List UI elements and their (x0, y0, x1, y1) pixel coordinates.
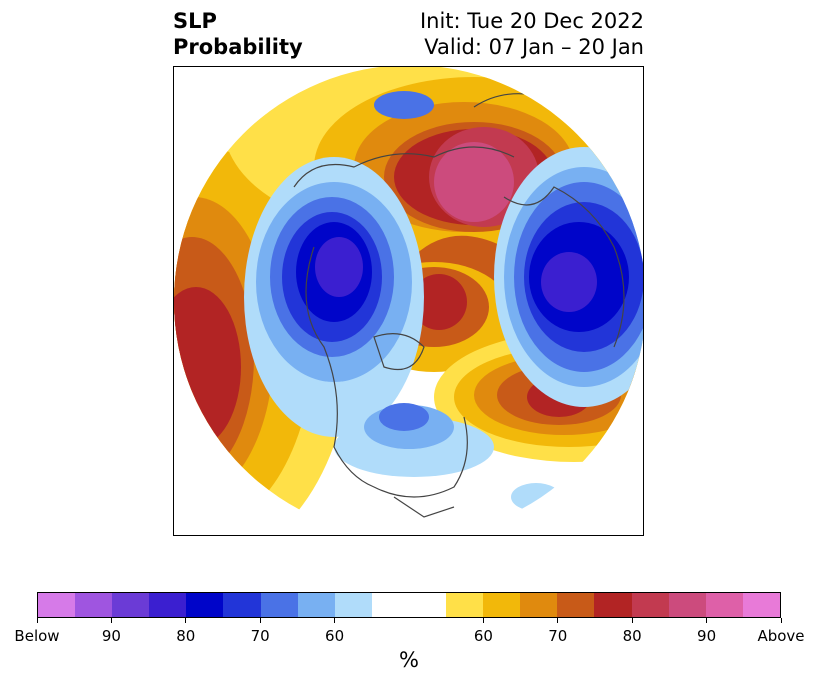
colorbar-tick (780, 618, 782, 623)
colorbar-segment (371, 593, 409, 617)
colorbar-segment (260, 593, 298, 617)
colorbar-tick-label: 60 (325, 627, 345, 645)
colorbar-tick (706, 618, 708, 623)
colorbar-tick-label: Below (14, 627, 60, 645)
colorbar-tick (482, 618, 484, 623)
colorbar-segment (408, 593, 447, 617)
colorbar-segment (186, 593, 224, 617)
colorbar-segment (631, 593, 669, 617)
colorbar-segment (334, 593, 372, 617)
map-title: SLP Probability (173, 8, 303, 60)
colorbar-unit: % (399, 648, 419, 672)
init-date: Init: Tue 20 Dec 2022 (419, 9, 644, 33)
title-variable: SLP (173, 9, 217, 33)
colorbar-tick-label: 70 (250, 627, 270, 645)
north-america-low-anomaly (244, 157, 494, 477)
colorbar (37, 592, 781, 618)
colorbar-tick-label: 80 (176, 627, 196, 645)
colorbar-tick-label: 70 (548, 627, 568, 645)
probability-field (174, 67, 643, 535)
colorbar-segment (705, 593, 743, 617)
colorbar-segment (38, 593, 76, 617)
colorbar-tick (110, 618, 112, 623)
eurasia-low-anomaly (494, 147, 643, 511)
colorbar-segment (594, 593, 632, 617)
colorbar-tick-label: 90 (101, 627, 121, 645)
colorbar-tick-label: 60 (473, 627, 493, 645)
arctic-low-patch (374, 91, 434, 119)
colorbar-segment (75, 593, 113, 617)
colorbar-tick (557, 618, 559, 623)
colorbar-segment (742, 593, 780, 617)
colorbar-tick (334, 618, 336, 623)
colorbar-segment (297, 593, 335, 617)
colorbar-tick (36, 618, 38, 623)
colorbar-segment (112, 593, 150, 617)
map-subtitle: Init: Tue 20 Dec 2022 Valid: 07 Jan – 20… (420, 8, 644, 60)
colorbar-segment (520, 593, 558, 617)
colorbar-segment (223, 593, 261, 617)
colorbar-tick-label: 80 (622, 627, 642, 645)
colorbar-tick (631, 618, 633, 623)
valid-range: Valid: 07 Jan – 20 Jan (424, 35, 644, 59)
colorbar-tick-label: Above (757, 627, 805, 645)
colorbar-tick-label: 90 (697, 627, 717, 645)
colorbar-segment (668, 593, 706, 617)
colorbar-segment (446, 593, 484, 617)
colorbar-segment (149, 593, 187, 617)
colorbar-segment (483, 593, 521, 617)
title-metric: Probability (173, 35, 303, 59)
polar-map (173, 66, 644, 536)
colorbar-tick (259, 618, 261, 623)
colorbar-tick (185, 618, 187, 623)
colorbar-segment (557, 593, 595, 617)
